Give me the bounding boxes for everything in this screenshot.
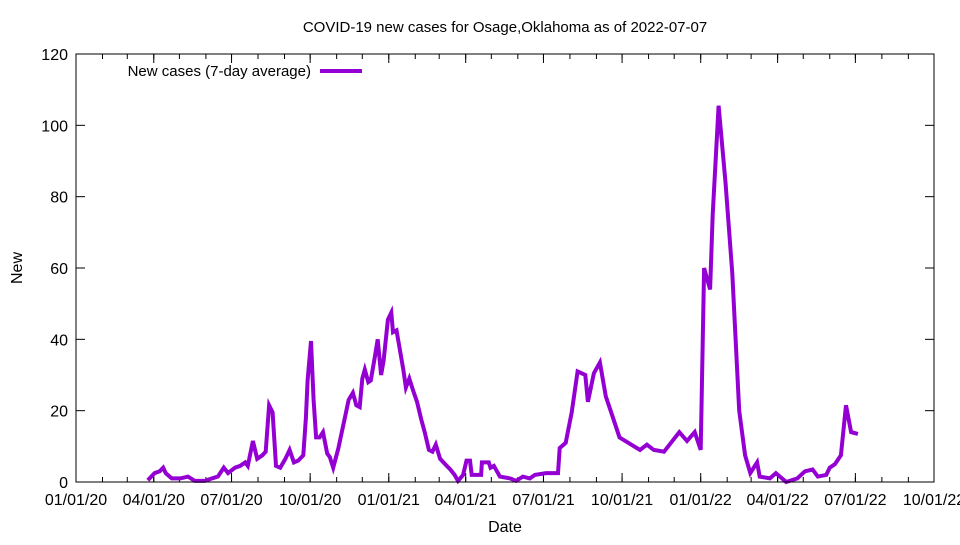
legend: New cases (7-day average) (128, 63, 362, 80)
y-tick-label: 0 (59, 475, 68, 492)
x-tick-label: 07/01/22 (824, 492, 886, 509)
x-tick-label: 01/01/22 (670, 492, 732, 509)
series-line (146, 105, 859, 485)
x-tick-label: 04/01/22 (746, 492, 808, 509)
y-tick-label: 20 (50, 404, 68, 421)
y-axis-label: New (9, 252, 26, 284)
y-tick-label: 100 (41, 118, 68, 135)
y-tick-label: 60 (50, 261, 68, 278)
x-tick-label: 04/01/20 (123, 492, 185, 509)
x-tick-label: 10/01/21 (591, 492, 653, 509)
plot-border (75, 53, 935, 483)
legend-label: New cases (7-day average) (128, 63, 311, 80)
series-group (146, 105, 859, 485)
x-tick-label: 10/01/20 (279, 492, 341, 509)
axis-ticks (75, 53, 935, 483)
x-tick-label: 04/01/21 (435, 492, 497, 509)
tick-labels: 0 20 40 60 80 100 120 01/01/20 04/01/20 07/01/20 1… (41, 47, 960, 509)
chart-title: COVID-19 new cases for Osage,Oklahoma as… (303, 19, 707, 36)
y-tick-label: 40 (50, 332, 68, 349)
x-tick-label: 01/01/20 (45, 492, 107, 509)
y-tick-label: 120 (41, 47, 68, 64)
x-axis-label: Date (488, 519, 522, 536)
x-tick-label: 07/01/21 (512, 492, 574, 509)
x-tick-label: 01/01/21 (358, 492, 420, 509)
x-tick-label: 10/01/22 (903, 492, 960, 509)
x-tick-label: 07/01/20 (200, 492, 262, 509)
y-tick-label: 80 (50, 190, 68, 207)
